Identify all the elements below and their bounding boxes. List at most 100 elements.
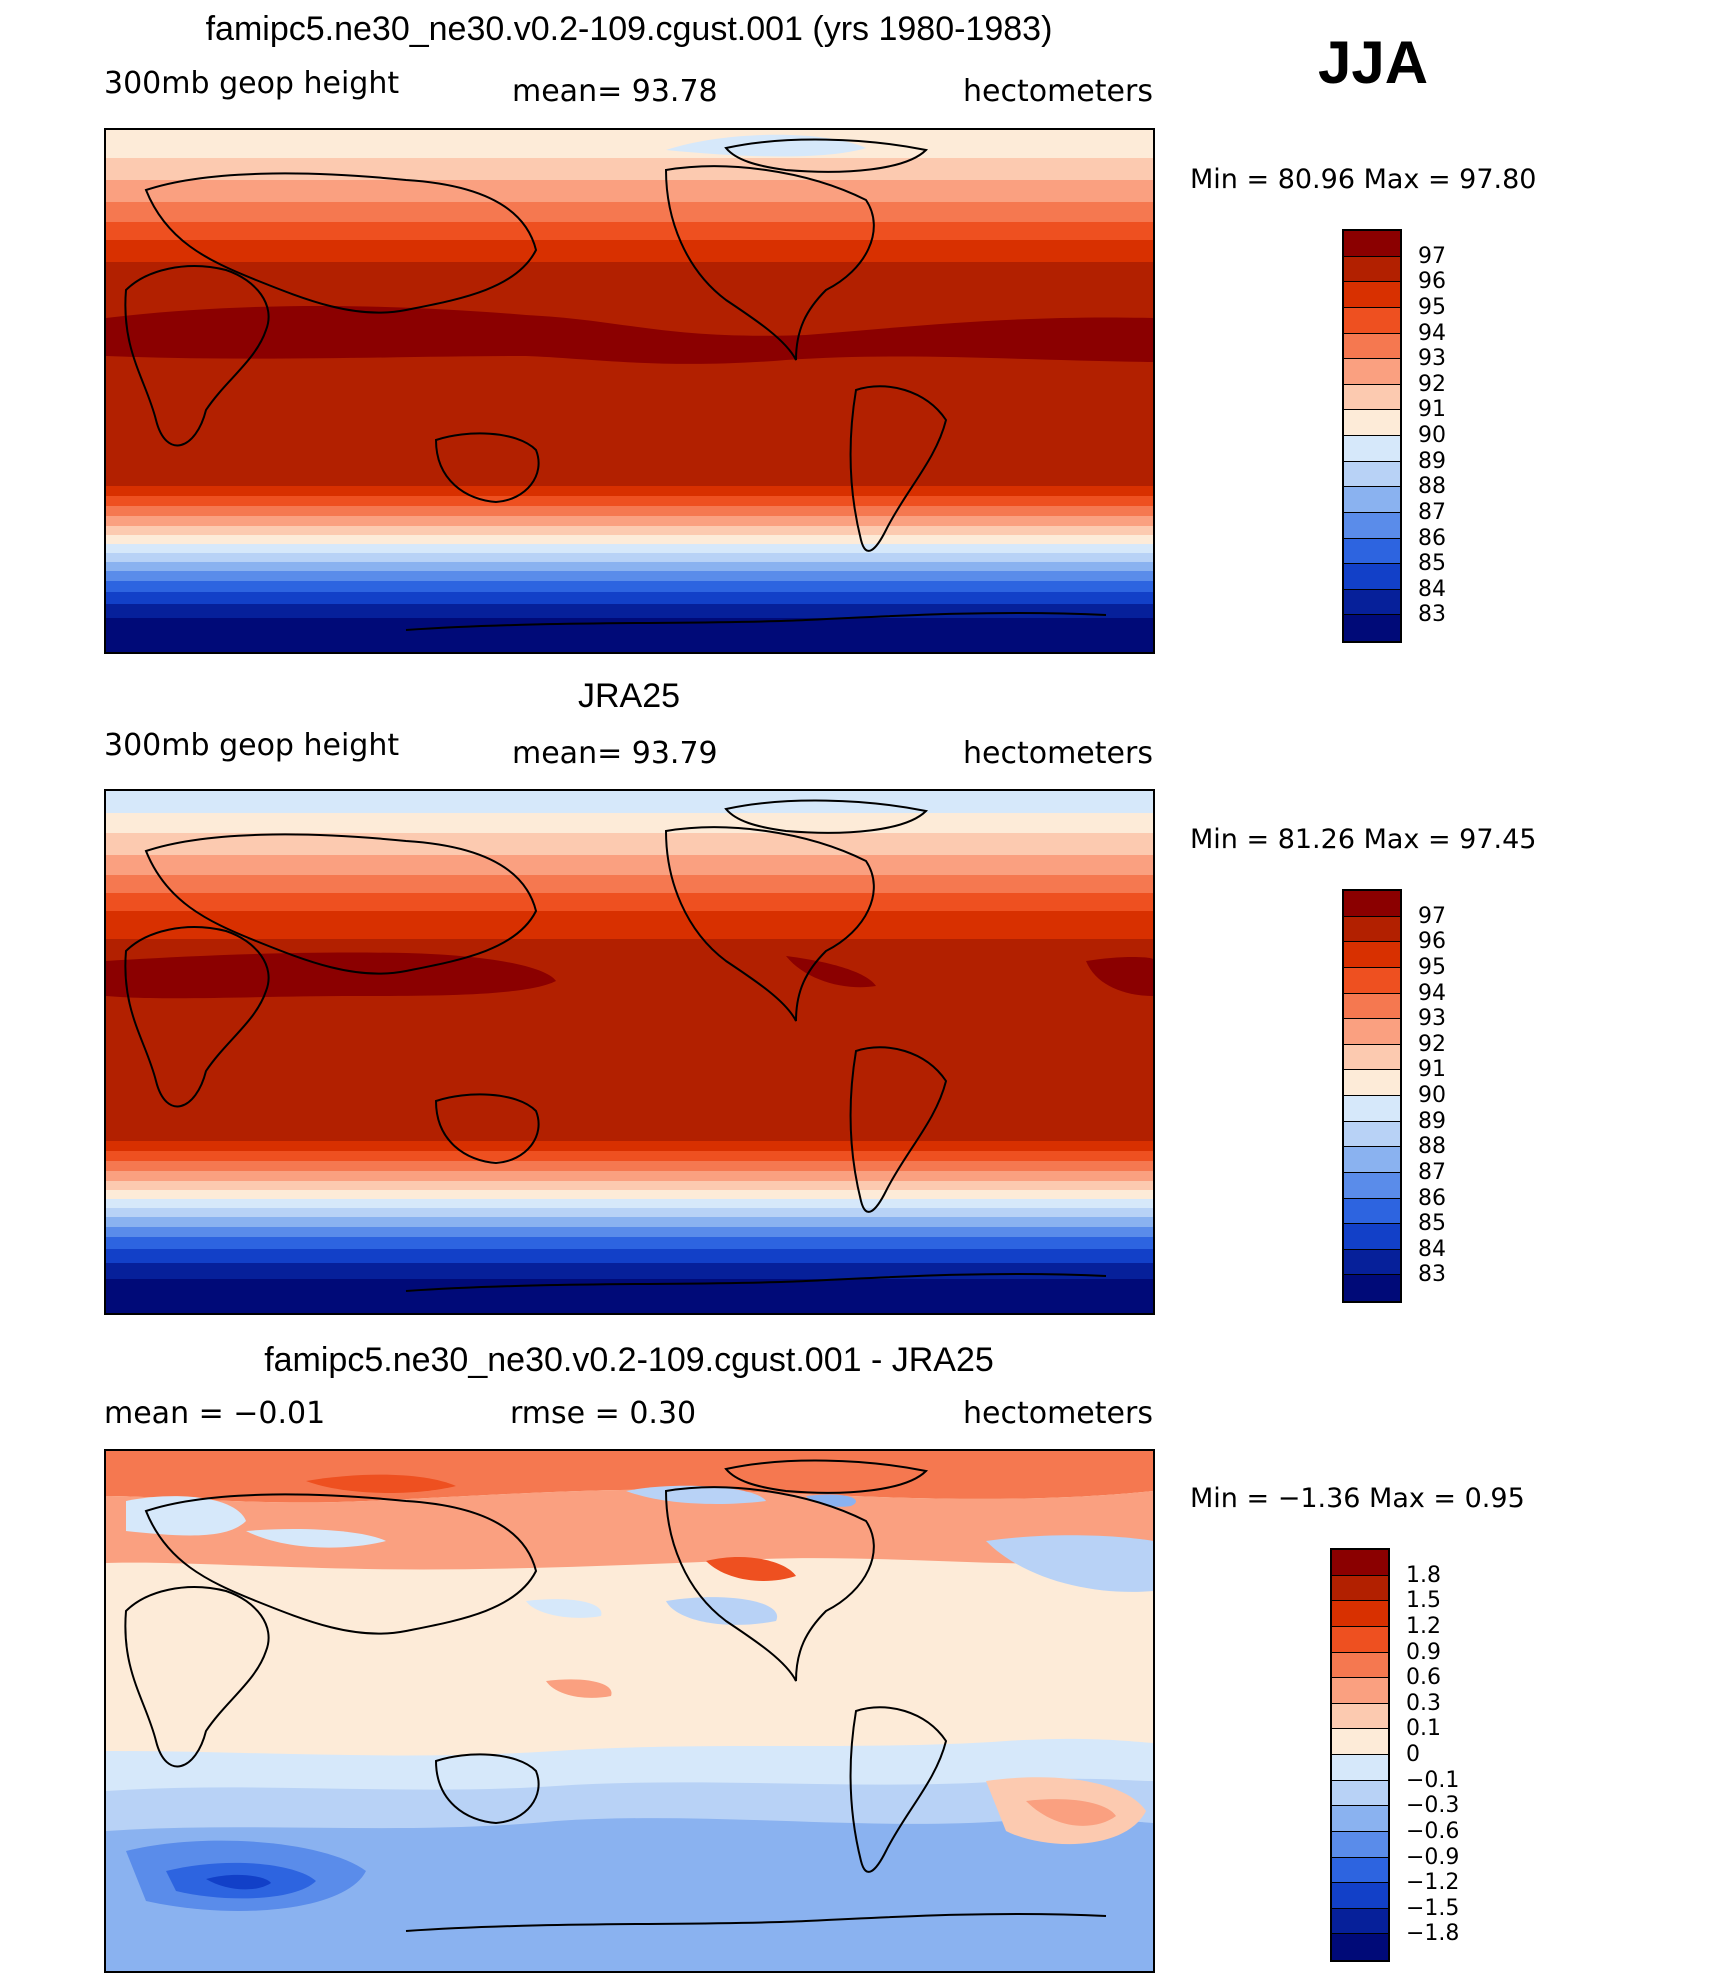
colorbar-swatch	[1344, 282, 1400, 308]
colorbar-swatch	[1332, 1908, 1388, 1935]
colorbar-tick-label: 0.6	[1406, 1665, 1441, 1691]
colorbar-swatch	[1344, 891, 1400, 917]
panel-2-units-label: hectometers	[963, 736, 1153, 771]
colorbar-tick-label: 92	[1418, 371, 1446, 397]
colorbar-tick-label: 83	[1418, 602, 1446, 628]
panel-3-units-label: hectometers	[963, 1396, 1153, 1431]
panel-1-bands	[106, 130, 1153, 652]
colorbar-swatch	[1332, 1729, 1388, 1755]
panel-3-title: famipc5.ne30_ne30.v0.2-109.cgust.001 - J…	[264, 1341, 994, 1379]
colorbar-swatch	[1344, 1044, 1400, 1071]
colorbar-tick-label: 97	[1418, 903, 1446, 929]
colorbar-swatch	[1332, 1883, 1388, 1909]
colorbar-tick-label: 0.1	[1406, 1716, 1441, 1742]
panel-2-mean-label: mean= 93.79	[512, 736, 718, 771]
colorbar-swatch	[1332, 1550, 1388, 1576]
colorbar-tick-label: 0	[1406, 1742, 1420, 1767]
colorbar-swatch	[1344, 359, 1400, 385]
colorbar-tick-label: 85	[1418, 551, 1446, 577]
panel-1-mean-label: mean= 93.78	[512, 74, 718, 109]
panel-1-map	[104, 128, 1155, 654]
panel-2-colorbar	[1342, 889, 1402, 1303]
colorbar-tick-label: 97	[1418, 243, 1446, 269]
colorbar-tick-label: 84	[1418, 1236, 1446, 1262]
colorbar-swatch	[1344, 436, 1400, 462]
panel-3-field	[106, 1451, 1153, 1971]
colorbar-tick-label: 92	[1418, 1031, 1446, 1057]
colorbar-swatch	[1344, 256, 1400, 283]
colorbar-swatch	[1344, 615, 1400, 641]
colorbar-tick-label: 87	[1418, 1159, 1446, 1185]
colorbar-tick-label: 88	[1418, 1134, 1446, 1160]
colorbar-tick-label: 89	[1418, 1108, 1446, 1134]
colorbar-swatch	[1344, 916, 1400, 943]
colorbar-tick-label: 93	[1418, 346, 1446, 372]
colorbar-tick-label: −1.5	[1406, 1895, 1460, 1921]
colorbar-tick-label: 90	[1418, 1083, 1446, 1108]
colorbar-tick-label: −0.3	[1406, 1793, 1460, 1819]
colorbar-tick-label: 95	[1418, 294, 1446, 320]
colorbar-tick-label: 0.3	[1406, 1690, 1441, 1716]
colorbar-swatch	[1344, 1019, 1400, 1045]
colorbar-tick-label: 91	[1418, 397, 1446, 423]
colorbar-tick-label: 94	[1418, 980, 1446, 1006]
panel-3-bands	[106, 1451, 1153, 1971]
season-label: JJA	[1318, 29, 1429, 96]
colorbar-tick-label: 84	[1418, 576, 1446, 602]
panel-1-minmax: Min = 80.96 Max = 97.80	[1190, 164, 1537, 195]
colorbar-swatch	[1332, 1857, 1388, 1884]
colorbar-swatch	[1332, 1755, 1388, 1781]
colorbar-swatch	[1344, 461, 1400, 488]
colorbar-swatch	[1344, 993, 1400, 1020]
colorbar-swatch	[1344, 1224, 1400, 1250]
panel-2-title: JRA25	[577, 677, 681, 715]
colorbar-swatch	[1332, 1652, 1388, 1679]
panel-3-mean-label: mean = −0.01	[104, 1396, 326, 1431]
colorbar-swatch	[1332, 1601, 1388, 1627]
colorbar-swatch	[1344, 231, 1400, 257]
panel-1-coastlines	[124, 138, 1107, 631]
colorbar-tick-label: 89	[1418, 448, 1446, 474]
colorbar-tick-label: 1.8	[1406, 1562, 1441, 1588]
colorbar-tick-label: 86	[1418, 1185, 1446, 1211]
colorbar-tick-label: 85	[1418, 1211, 1446, 1237]
colorbar-swatch	[1344, 487, 1400, 513]
colorbar-tick-label: 95	[1418, 954, 1446, 980]
panel-3-rmse-label: rmse = 0.30	[510, 1396, 697, 1431]
colorbar-tick-label: 88	[1418, 474, 1446, 500]
panel-2-field	[106, 791, 1153, 1313]
colorbar-tick-label: 1.2	[1406, 1613, 1441, 1639]
panel-2-coastlines	[124, 799, 1107, 1292]
colorbar-tick-label: 94	[1418, 320, 1446, 346]
colorbar-tick-label: 96	[1418, 929, 1446, 955]
panel-1-title: famipc5.ne30_ne30.v0.2-109.cgust.001 (yr…	[205, 10, 1053, 48]
colorbar-tick-label: −1.8	[1406, 1921, 1460, 1947]
panel-2-variable-label: 300mb geop height	[104, 728, 400, 763]
colorbar-swatch	[1332, 1831, 1388, 1858]
colorbar-tick-label: 87	[1418, 499, 1446, 525]
colorbar-swatch	[1332, 1626, 1388, 1653]
colorbar-swatch	[1332, 1806, 1388, 1832]
colorbar-swatch	[1344, 1172, 1400, 1199]
panel-1-variable-label: 300mb geop height	[104, 66, 400, 101]
colorbar-swatch	[1344, 307, 1400, 334]
colorbar-tick-label: −0.6	[1406, 1818, 1460, 1844]
colorbar-swatch	[1344, 1249, 1400, 1276]
colorbar-swatch	[1344, 967, 1400, 994]
colorbar-tick-label: 96	[1418, 269, 1446, 295]
panel-3-minmax: Min = −1.36 Max = 0.95	[1190, 1483, 1525, 1514]
colorbar-tick-label: 90	[1418, 423, 1446, 448]
colorbar-swatch	[1344, 1198, 1400, 1225]
colorbar-swatch	[1332, 1934, 1388, 1960]
panel-1-units-label: hectometers	[963, 74, 1153, 109]
colorbar-tick-label: 86	[1418, 525, 1446, 551]
colorbar-swatch	[1332, 1780, 1388, 1807]
colorbar-swatch	[1332, 1678, 1388, 1704]
panel-2-bands	[106, 791, 1153, 1313]
panel-2-minmax: Min = 81.26 Max = 97.45	[1190, 824, 1537, 855]
colorbar-swatch	[1332, 1575, 1388, 1602]
colorbar-tick-label: 91	[1418, 1057, 1446, 1083]
colorbar-swatch	[1344, 1121, 1400, 1148]
colorbar-swatch	[1344, 1275, 1400, 1301]
colorbar-swatch	[1344, 942, 1400, 968]
